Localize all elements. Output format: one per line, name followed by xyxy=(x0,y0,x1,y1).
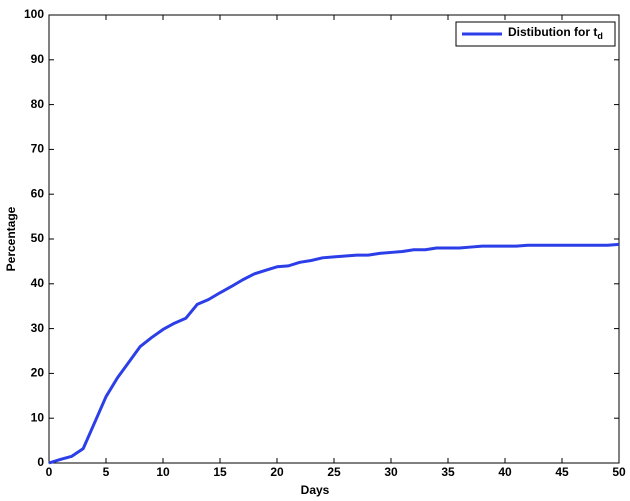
x-tick-label: 30 xyxy=(384,465,398,479)
y-tick-label: 50 xyxy=(31,231,45,245)
data-line xyxy=(48,242,620,465)
x-tick-label: 10 xyxy=(156,465,170,479)
y-axis-label: Percentage xyxy=(4,206,18,271)
x-tick-label: 0 xyxy=(46,465,53,479)
x-tick-label: 45 xyxy=(555,465,569,479)
x-tick-label: 20 xyxy=(270,465,284,479)
y-tick-label: 60 xyxy=(31,186,45,200)
x-axis-label: Days xyxy=(301,483,330,497)
y-tick-label: 90 xyxy=(31,52,45,66)
legend-subscript: d xyxy=(597,31,603,41)
x-tick-label: 15 xyxy=(213,465,227,479)
y-tick-label: 20 xyxy=(31,366,45,380)
y-tick-label: 70 xyxy=(31,142,45,156)
legend: Distibution for td xyxy=(455,21,616,47)
x-tick-label: 40 xyxy=(498,465,512,479)
y-tick-label: 30 xyxy=(31,321,45,335)
y-tick-label: 100 xyxy=(24,7,44,21)
x-tick-label: 5 xyxy=(103,465,110,479)
x-tick-label: 50 xyxy=(612,465,626,479)
plot-frame xyxy=(48,14,620,464)
x-tick-label: 25 xyxy=(327,465,341,479)
y-tick-label: 0 xyxy=(37,455,44,469)
y-tick-label: 40 xyxy=(31,276,45,290)
y-tick-label: 10 xyxy=(31,410,45,424)
x-tick-label: 35 xyxy=(441,465,455,479)
legend-text: Distibution for t xyxy=(508,25,597,39)
legend-label: Distibution for td xyxy=(508,25,603,41)
y-tick-label: 80 xyxy=(31,97,45,111)
